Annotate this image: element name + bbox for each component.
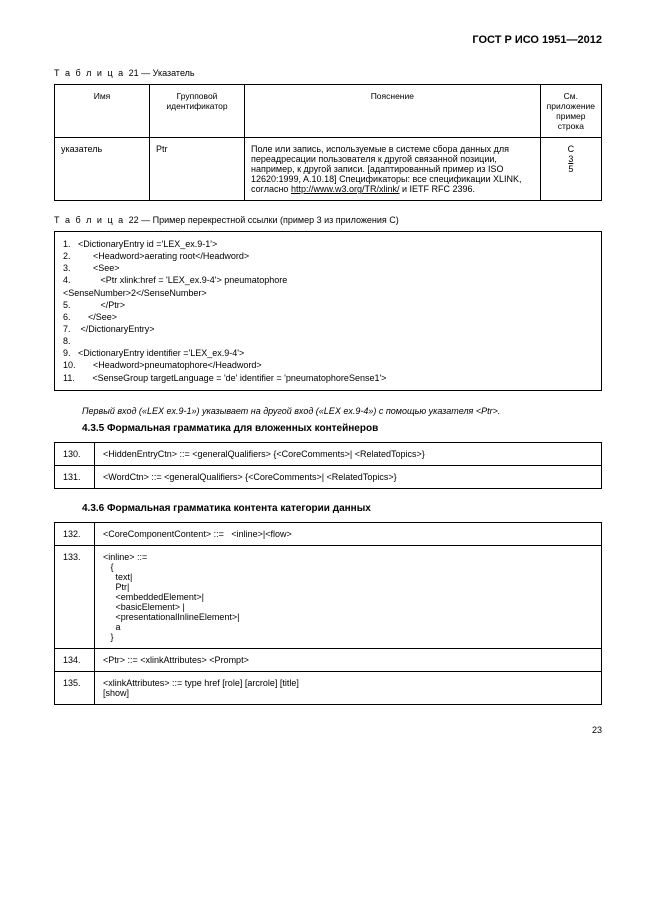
code-line: 4. <Ptr xlink:href = 'LEX_ex.9-4'> pneum… xyxy=(63,274,593,286)
cell-gid: Ptr xyxy=(150,138,245,201)
app-3: 3 xyxy=(568,154,573,164)
code-line: 6. </See> xyxy=(63,311,593,323)
table-row: указатель Ptr Поле или запись, используе… xyxy=(55,138,602,201)
code-line: <SenseNumber>2</SenseNumber> xyxy=(63,287,593,299)
code-line: 5. </Ptr> xyxy=(63,299,593,311)
table21-caption-num: 21 — Указатель xyxy=(129,68,195,78)
cell-app: C 3 5 xyxy=(540,138,601,201)
table21-caption-label: Т а б л и ц а xyxy=(54,68,125,78)
table-row: 131.<WordCtn> ::= <generalQualifiers> {<… xyxy=(55,465,602,488)
rule-body: <CoreComponentContent> ::= <inline>|<flo… xyxy=(95,522,602,545)
app-5: 5 xyxy=(568,164,573,174)
document-header: ГОСТ Р ИСО 1951—2012 xyxy=(54,34,602,46)
code-line: 11. <SenseGroup targetLanguage = 'de' id… xyxy=(63,372,593,384)
table22-caption-label: Т а б л и ц а xyxy=(54,215,125,225)
rule-body: <inline> ::= { text| Ptr| <embeddedEleme… xyxy=(95,545,602,648)
app-c: C xyxy=(568,144,575,154)
table22-caption-num: 22 — Пример перекрестной ссылки (пример … xyxy=(129,215,399,225)
desc-link: http://www.w3.org/TR/xlink/ xyxy=(291,184,400,194)
rule-body: <Ptr> ::= <xlinkAttributes> <Prompt> xyxy=(95,648,602,671)
code-line: 9. <DictionaryEntry identifier ='LEX_ex.… xyxy=(63,347,593,359)
rule-number: 130. xyxy=(55,442,95,465)
rule-number: 132. xyxy=(55,522,95,545)
table21: Имя Групповой идентификатор Пояснение См… xyxy=(54,84,602,201)
table-row: 133.<inline> ::= { text| Ptr| <embeddedE… xyxy=(55,545,602,648)
table21-caption: Т а б л и ц а 21 — Указатель xyxy=(54,68,602,78)
cell-name: указатель xyxy=(55,138,150,201)
table22-caption: Т а б л и ц а 22 — Пример перекрестной с… xyxy=(54,215,602,225)
table-row: 130.<HiddenEntryCtn> ::= <generalQualifi… xyxy=(55,442,602,465)
section-436-heading: 4.3.6 Формальная грамматика контента кат… xyxy=(82,503,602,514)
grammar-table-1: 130.<HiddenEntryCtn> ::= <generalQualifi… xyxy=(54,442,602,489)
section-435-heading: 4.3.5 Формальная грамматика для вложенны… xyxy=(82,423,602,434)
rule-number: 135. xyxy=(55,671,95,704)
rule-number: 134. xyxy=(55,648,95,671)
table21-h-gid: Групповой идентификатор xyxy=(150,85,245,138)
grammar-table-2: 132.<CoreComponentContent> ::= <inline>|… xyxy=(54,522,602,705)
table21-h-app: См. приложение пример строка xyxy=(540,85,601,138)
paragraph-italic: Первый вход («LEX ex.9-1») указывает на … xyxy=(54,405,602,417)
code-line: 2. <Headword>aerating root</Headword> xyxy=(63,250,593,262)
table-row: 135.<xlinkAttributes> ::= type href [rol… xyxy=(55,671,602,704)
table21-h-desc: Пояснение xyxy=(245,85,541,138)
table-row: 132.<CoreComponentContent> ::= <inline>|… xyxy=(55,522,602,545)
table-row: 134.<Ptr> ::= <xlinkAttributes> <Prompt> xyxy=(55,648,602,671)
code-line: 7. </DictionaryEntry> xyxy=(63,323,593,335)
page-number: 23 xyxy=(54,725,602,735)
code-line: 10. <Headword>pneumatophore</Headword> xyxy=(63,359,593,371)
code-line: 8. xyxy=(63,335,593,347)
rule-number: 131. xyxy=(55,465,95,488)
table22-codebox: 1. <DictionaryEntry id ='LEX_ex.9-1'>2. … xyxy=(54,231,602,391)
rule-body: <xlinkAttributes> ::= type href [role] [… xyxy=(95,671,602,704)
code-line: 1. <DictionaryEntry id ='LEX_ex.9-1'> xyxy=(63,238,593,250)
rule-body: <WordCtn> ::= <generalQualifiers> {<Core… xyxy=(95,465,602,488)
rule-number: 133. xyxy=(55,545,95,648)
desc-after: и IETF RFC 2396. xyxy=(399,184,475,194)
rule-body: <HiddenEntryCtn> ::= <generalQualifiers>… xyxy=(95,442,602,465)
code-line: 3. <See> xyxy=(63,262,593,274)
cell-desc: Поле или запись, используемые в системе … xyxy=(245,138,541,201)
table21-h-name: Имя xyxy=(55,85,150,138)
